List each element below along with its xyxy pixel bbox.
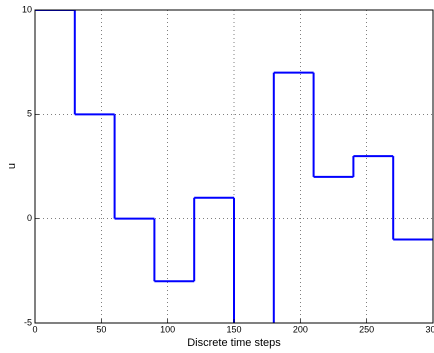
y-axis-label: u [6,163,18,169]
x-tick-label: 300 [425,324,434,334]
x-tick-label: 100 [160,324,175,334]
y-tick-label: 0 [27,213,32,223]
x-tick-label: 250 [359,324,374,334]
x-axis-label: Discrete time steps [187,337,281,349]
x-tick-label: 0 [32,324,37,334]
y-tick-label: 10 [22,4,32,14]
x-tick-label: 50 [96,324,106,334]
y-tick-label: -5 [24,317,32,327]
x-tick-label: 200 [293,324,308,334]
y-tick-label: 5 [27,109,32,119]
series [35,10,433,323]
x-tick-label: 150 [226,324,241,334]
